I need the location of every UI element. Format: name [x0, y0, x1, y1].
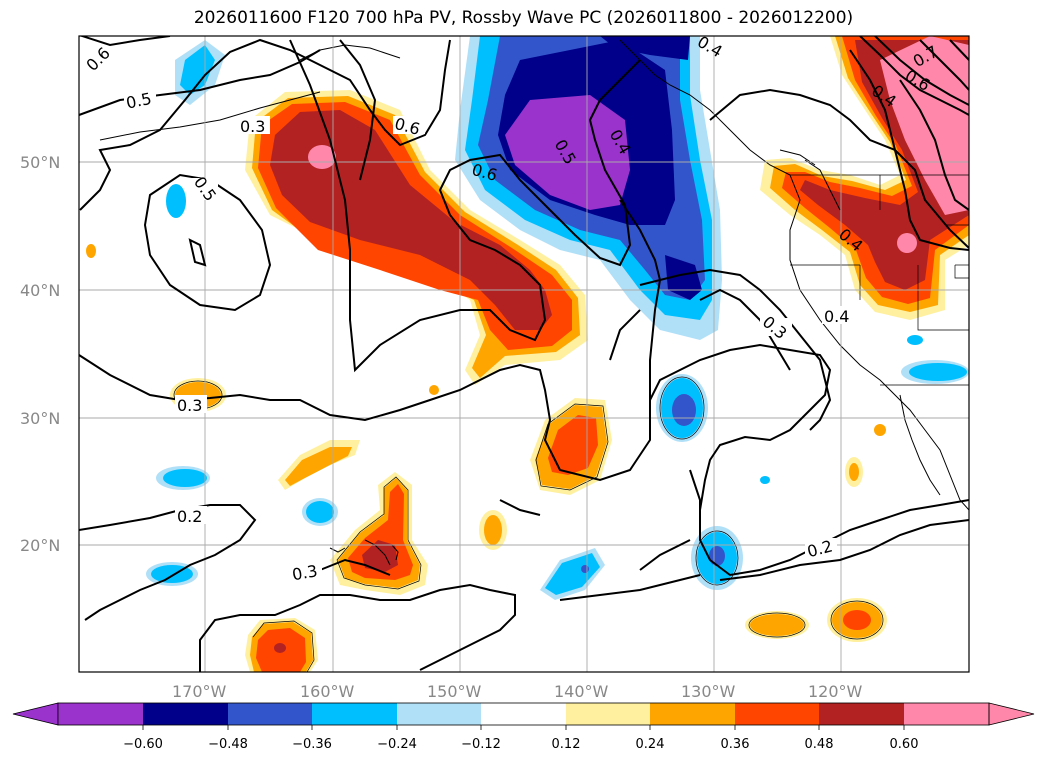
colorbar-swatch: [312, 703, 397, 725]
colorbar-tick-label: 0.36: [721, 737, 750, 752]
colorbar-tick-label: −0.60: [123, 737, 163, 752]
lon-label-140w: 140°W: [554, 682, 609, 701]
positive-pv-anomaly-north-america: [760, 36, 969, 320]
colorbar-tick-label: 0.24: [636, 737, 665, 752]
negative-pv-anomaly-gulf-alaska: [455, 36, 722, 340]
colorbar-tick-label: −0.24: [377, 737, 417, 752]
colorbar-swatch: [481, 703, 566, 725]
lon-label-130w: 130°W: [681, 682, 736, 701]
lon-label-160w: 160°W: [300, 682, 355, 701]
lat-label-30n: 30°N: [20, 409, 60, 428]
pv-contours: [79, 36, 969, 672]
lon-label-150w: 150°W: [427, 682, 482, 701]
colorbar-swatch: [735, 703, 819, 725]
colorbar-tick-label: 0.48: [805, 737, 834, 752]
map-frame: [78, 35, 970, 673]
lon-label-170w: 170°W: [172, 682, 227, 701]
colorbar-swatch: [566, 703, 650, 725]
negative-pv-small-patches: [146, 40, 969, 600]
colorbar-tick-label: −0.36: [292, 737, 332, 752]
positive-pv-small-patches: [86, 244, 887, 672]
political-borders: [790, 174, 969, 386]
contour-label: 0.3: [240, 117, 265, 136]
contour-label: 0.4: [824, 307, 849, 326]
colorbar-swatch: [143, 703, 228, 725]
colorbar-swatch: [58, 703, 143, 725]
colorbar-extend-max: [988, 702, 1035, 726]
lat-label-40n: 40°N: [20, 281, 60, 300]
lat-label-20n: 20°N: [20, 536, 60, 555]
contour-label: 0.3: [291, 561, 319, 584]
colorbar-tick-label: 0.12: [552, 737, 581, 752]
lat-label-50n: 50°N: [20, 153, 60, 172]
colorbar-swatch: [228, 703, 312, 725]
colorbar-tick-label: 0.60: [890, 737, 919, 752]
colorbar: −0.60 −0.48 −0.36 −0.24 −0.12 0.12 0.24 …: [12, 702, 1035, 752]
map-area: 0.6 0.5 0.3 0.5 0.6 0.6 0.5 0.4 0.4 0.7 …: [79, 36, 969, 672]
longitude-labels: 170°W 160°W 150°W 140°W 130°W 120°W: [172, 682, 863, 701]
colorbar-swatch: [650, 703, 735, 725]
colorbar-swatch: [904, 703, 989, 725]
map-title: 2026011600 F120 700 hPa PV, Rossby Wave …: [193, 8, 854, 28]
colorbar-extend-min: [12, 702, 59, 726]
colorbar-tick-label: −0.12: [461, 737, 501, 752]
contour-label: 0.5: [124, 89, 153, 113]
latitude-labels: 50°N 40°N 30°N 20°N: [20, 153, 60, 555]
contour-label: 0.2: [177, 507, 202, 526]
colorbar-swatch: [819, 703, 904, 725]
lon-label-120w: 120°W: [808, 682, 863, 701]
graticule: [79, 36, 969, 672]
colorbar-tick-label: −0.48: [208, 737, 248, 752]
colorbar-swatch: [397, 703, 481, 725]
contour-label: 0.3: [177, 396, 202, 415]
